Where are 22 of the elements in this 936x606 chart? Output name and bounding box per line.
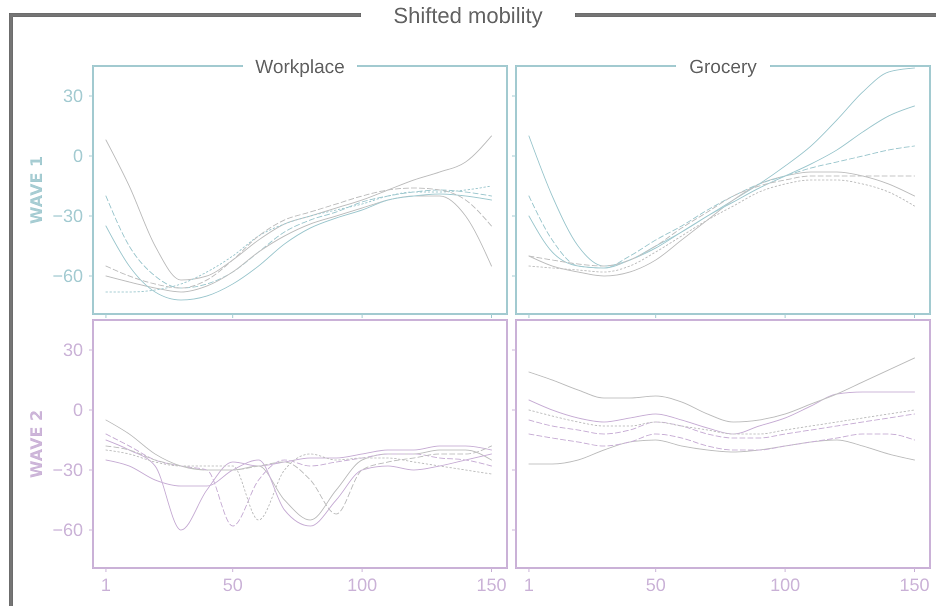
- y-axis-title: WAVE 2: [27, 410, 46, 478]
- x-tick-label: 1: [100, 575, 111, 595]
- x-tick-label: 100: [347, 575, 378, 595]
- y-tick-label: 30: [62, 86, 83, 106]
- x-tick-label: 50: [222, 575, 243, 595]
- y-axis-title: WAVE 1: [27, 156, 46, 224]
- x-tick-label: 150: [899, 575, 930, 595]
- y-tick-label: −30: [52, 460, 83, 480]
- y-tick-label: 30: [62, 340, 83, 360]
- y-tick-label: 0: [72, 146, 83, 166]
- y-tick-label: −30: [52, 206, 83, 226]
- x-tick-label: 50: [646, 575, 666, 595]
- y-tick-label: −60: [52, 266, 83, 286]
- x-tick-label: 100: [770, 575, 800, 595]
- y-tick-label: −60: [52, 520, 83, 540]
- y-tick-label: 0: [72, 400, 83, 420]
- x-tick-label: 1: [524, 575, 534, 595]
- chart-title: Workplace: [255, 57, 345, 78]
- x-tick-label: 150: [476, 575, 506, 595]
- text: Shifted mobility: [393, 3, 543, 28]
- line-series: [105, 420, 492, 520]
- chart-title: Grocery: [689, 57, 758, 78]
